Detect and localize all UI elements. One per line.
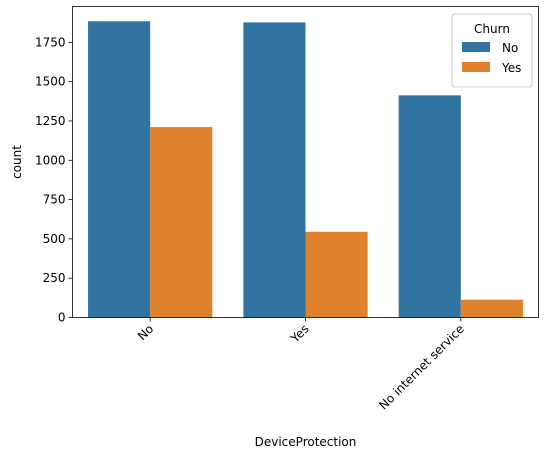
y-tick-label: 1500 bbox=[35, 75, 66, 89]
y-tick-label: 0 bbox=[58, 311, 66, 325]
bar-yes-churn-no bbox=[243, 22, 306, 318]
y-tick-label: 500 bbox=[43, 232, 66, 246]
y-tick-label: 250 bbox=[43, 271, 66, 285]
bar-yes-churn-yes bbox=[305, 231, 368, 318]
y-tick-label: 1000 bbox=[35, 153, 66, 167]
y-axis: 0 250 500 750 1000 1250 1500 1750 bbox=[35, 35, 73, 325]
y-tick-label: 1250 bbox=[35, 114, 66, 128]
legend-label-yes: Yes bbox=[501, 61, 521, 75]
y-axis-title: count bbox=[10, 145, 24, 179]
plot-frame bbox=[72, 6, 539, 318]
bar-no-churn-yes bbox=[150, 127, 213, 318]
y-tick-label: 750 bbox=[43, 193, 66, 207]
y-tick-label: 1750 bbox=[35, 35, 66, 49]
legend-swatch-no bbox=[462, 42, 490, 52]
x-axis: No Yes No internet service bbox=[135, 317, 467, 413]
x-tick-label: No internet service bbox=[376, 322, 467, 413]
legend: Churn No Yes bbox=[451, 13, 533, 88]
x-tick-label: Yes bbox=[287, 322, 311, 346]
bar-no-churn-no bbox=[88, 21, 151, 318]
bar-no-internet-service-churn-no bbox=[398, 95, 461, 318]
x-tick-label: No bbox=[135, 322, 156, 343]
bar-no-internet-service-churn-yes bbox=[460, 299, 523, 318]
legend-label-no: No bbox=[502, 41, 518, 55]
legend-title: Churn bbox=[474, 22, 510, 36]
legend-swatch-yes bbox=[462, 62, 490, 72]
bars-group bbox=[88, 21, 523, 318]
x-axis-title: DeviceProtection bbox=[255, 435, 357, 449]
